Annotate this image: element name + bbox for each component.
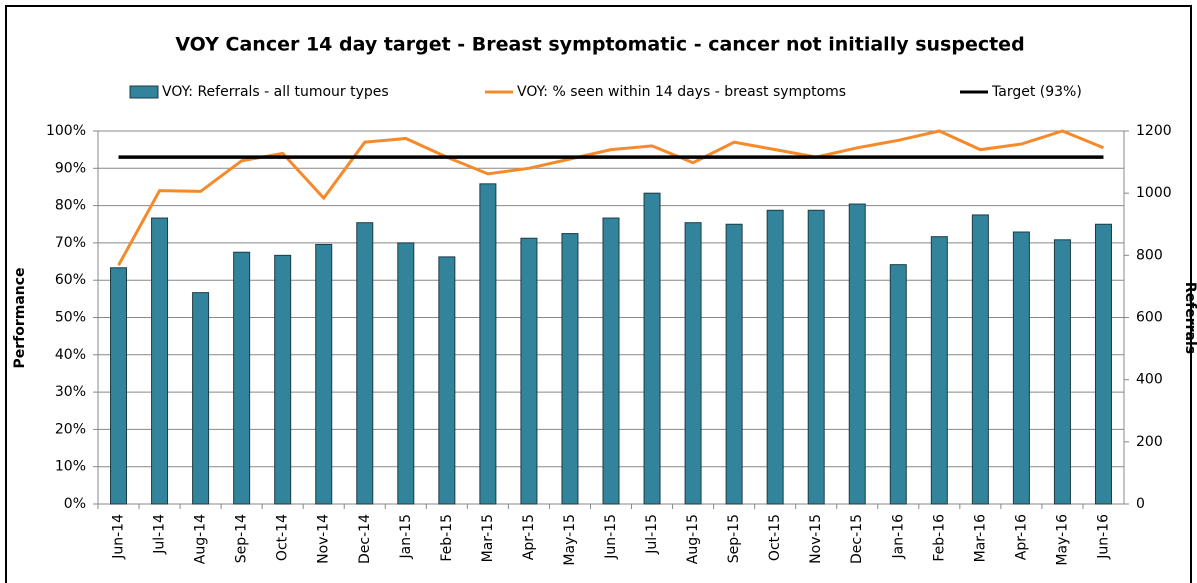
- legend-label: VOY: Referrals - all tumour types: [162, 84, 389, 100]
- bar: [971, 214, 989, 505]
- x-tick-label: Jan-16: [890, 514, 906, 560]
- x-tick-label: Nov-15: [808, 514, 824, 564]
- x-tick-label: Feb-15: [439, 514, 455, 562]
- y-tick-label: 20%: [55, 421, 86, 437]
- bar: [889, 264, 907, 505]
- legend-swatch: [129, 85, 159, 99]
- y-tick-label: 30%: [55, 384, 86, 400]
- bar: [930, 236, 948, 505]
- x-tick-label: Apr-16: [1013, 514, 1029, 560]
- x-tick-label: Oct-14: [275, 514, 291, 561]
- bar: [1012, 231, 1030, 505]
- x-tick-label: Mar-16: [972, 514, 988, 562]
- x-tick-label: Jun-16: [1095, 514, 1111, 560]
- x-tick-label: Oct-15: [767, 514, 783, 561]
- bar: [725, 223, 743, 505]
- bar: [151, 217, 169, 505]
- bar: [520, 237, 538, 505]
- x-tick-label: Sep-14: [234, 514, 250, 563]
- x-tick-label: Jun-14: [111, 514, 127, 560]
- x-tick-label: Nov-14: [316, 514, 332, 564]
- bar: [807, 209, 825, 505]
- bar: [1053, 239, 1071, 505]
- y2-tick-label: 1000: [1136, 185, 1172, 201]
- x-tick-label: Jul-15: [644, 514, 660, 555]
- y2-tick-label: 0: [1136, 496, 1145, 512]
- x-tick-label: May-16: [1054, 514, 1070, 566]
- y-tick-label: 100%: [46, 123, 86, 139]
- bar: [1094, 223, 1112, 505]
- y2-tick-label: 800: [1136, 247, 1163, 263]
- y-tick-label: 70%: [55, 235, 86, 251]
- bar: [110, 267, 128, 505]
- x-tick-label: Sep-15: [726, 514, 742, 563]
- x-tick-label: Feb-16: [931, 514, 947, 562]
- y2-tick-label: 200: [1136, 434, 1163, 450]
- x-tick-label: Apr-15: [521, 514, 537, 560]
- bar: [274, 254, 292, 505]
- x-tick-label: Jan-15: [398, 514, 414, 559]
- bar: [438, 256, 456, 505]
- bar: [192, 292, 210, 505]
- bar: [766, 209, 784, 505]
- bar: [233, 251, 251, 505]
- chart-title: VOY Cancer 14 day target - Breast sympto…: [175, 34, 1024, 56]
- x-tick-label: Dec-14: [357, 514, 373, 564]
- bar: [684, 222, 702, 505]
- y-tick-label: 90%: [55, 160, 86, 176]
- bar: [356, 222, 374, 505]
- legend-label: Target (93%): [991, 84, 1082, 100]
- bar: [643, 192, 661, 505]
- bar: [315, 243, 333, 505]
- bar: [479, 183, 497, 505]
- y2-tick-label: 1200: [1136, 123, 1172, 139]
- x-tick-label: Dec-15: [849, 514, 865, 564]
- bar: [848, 203, 866, 505]
- y-axis-title: Performance: [12, 267, 28, 368]
- x-tick-label: Jul-14: [152, 514, 168, 555]
- y-tick-label: 40%: [55, 347, 86, 363]
- y2-tick-label: 400: [1136, 372, 1163, 388]
- y2-axis-title: Referrals: [1182, 282, 1197, 354]
- bar: [397, 242, 415, 505]
- y-tick-label: 10%: [55, 459, 86, 475]
- x-tick-label: Jun-15: [603, 514, 619, 560]
- x-tick-label: Aug-15: [685, 514, 701, 564]
- x-tick-label: May-15: [562, 514, 578, 566]
- y-tick-label: 50%: [55, 310, 86, 326]
- y2-tick-label: 600: [1136, 310, 1163, 326]
- y-tick-label: 80%: [55, 198, 86, 214]
- line: [117, 129, 1105, 267]
- x-tick-label: Aug-14: [193, 514, 209, 564]
- x-tick-label: Mar-15: [480, 514, 496, 562]
- bar: [602, 217, 620, 505]
- y-tick-label: 0%: [64, 496, 86, 512]
- y-tick-label: 60%: [55, 272, 86, 288]
- bar: [561, 233, 579, 505]
- legend-label: VOY: % seen within 14 days - breast symp…: [517, 84, 846, 100]
